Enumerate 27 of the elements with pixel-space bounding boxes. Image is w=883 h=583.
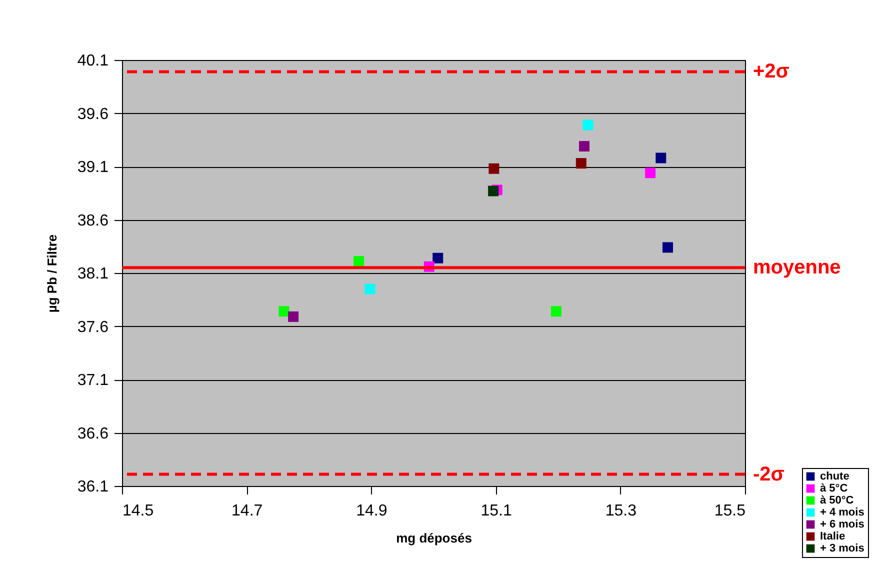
x-tick-label: 14.7 xyxy=(232,502,263,520)
legend-label: + 3 mois xyxy=(820,542,864,554)
x-tick-label: 14.9 xyxy=(356,502,388,520)
y-tick-label: 40.1 xyxy=(77,52,109,70)
legend-label: Italie xyxy=(820,530,846,542)
x-tick-label: 15.5 xyxy=(714,502,746,520)
legend-label: + 4 mois xyxy=(820,506,864,518)
y-tick-label: 38.1 xyxy=(77,266,109,282)
y-tick-label: 39.6 xyxy=(77,106,109,123)
x-tick-label: 15.3 xyxy=(605,502,637,520)
ref-line-label: moyenne xyxy=(753,256,841,279)
legend-label: chute xyxy=(820,470,850,482)
ref-line-label: -2σ xyxy=(753,463,785,486)
y-tick-label: 36.6 xyxy=(77,425,109,442)
x-tick-label: 14.5 xyxy=(122,502,154,520)
legend-label: à 50°C xyxy=(820,494,854,506)
legend-label: + 6 mois xyxy=(820,518,864,530)
x-tick-label: 15.1 xyxy=(480,502,512,520)
y-tick-label: 39.1 xyxy=(77,159,109,176)
y-tick-label: 38.6 xyxy=(77,212,109,230)
y-tick-label: 37.1 xyxy=(77,372,109,389)
legend-label: à 5°C xyxy=(820,482,848,494)
y-tick-label: 37.6 xyxy=(77,318,109,336)
ref-line-label: +2σ xyxy=(753,60,790,83)
y-axis-title: µg Pb / Filtre xyxy=(44,234,60,313)
y-tick-label: 36.1 xyxy=(77,478,109,496)
x-axis-title: mg déposés xyxy=(396,530,472,546)
